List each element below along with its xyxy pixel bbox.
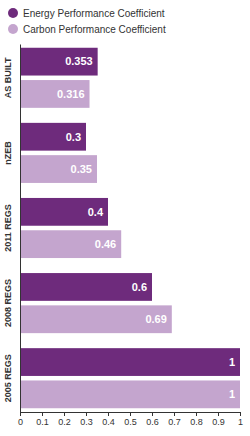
x-axis-line [21,413,241,417]
data-label: 0.353 [65,55,93,67]
tick-mark [174,412,175,416]
tick: 0.5 [124,412,137,427]
tick-mark [196,412,197,416]
bar [20,230,121,258]
tick-mark [20,412,21,416]
bar [20,305,172,333]
bar [20,80,90,108]
legend-item: Energy Performance Coefficient [8,8,165,19]
data-label: 1 [229,356,235,368]
tick-label: 0.3 [80,417,93,427]
data-labels: 0.353 0.3 0.4 0.6 1 0.316 0.35 0.46 0.69 1 [57,55,235,400]
y-axis-line [20,45,21,413]
tick-label: 0.8 [190,417,203,427]
legend-swatch [8,8,18,18]
tick-mark [240,412,241,416]
bar [20,198,108,226]
category-label: AS BUILT [3,57,13,98]
tick: 0.7 [168,412,181,427]
tick-mark [108,412,109,416]
x-axis: 0 0.1 0.2 0.3 0.4 0.5 0.6 0.7 0.8 0.9 1 [18,412,243,427]
tick: 0.9 [212,412,225,427]
tick: 0.2 [58,412,71,427]
bar [20,123,86,151]
legend-label: Carbon Performance Coefficient [23,24,166,35]
tick-label: 0.1 [36,417,49,427]
tick: AS BUILT [3,57,20,98]
tick: 2011 REGS [3,204,20,252]
tick-label: 0.9 [212,417,225,427]
tick-label: 0.4 [102,417,115,427]
category-label: nZEB [3,141,13,165]
y-axis: AS BUILT nZEB 2011 REGS 2008 REGS 2005 REGS [3,45,21,413]
bar [20,48,98,76]
tick-mark [218,412,219,416]
tick: 2005 REGS [3,354,20,402]
tick-label: 0.6 [146,417,159,427]
data-label: 0.35 [71,163,92,175]
tick-label: 0.7 [168,417,181,427]
bar [20,273,152,301]
legend-item: Carbon Performance Coefficient [8,24,166,35]
tick-mark [130,412,131,416]
tick: nZEB [3,141,20,165]
tick-mark [86,412,87,416]
tick-label: 0.2 [58,417,71,427]
tick-mark [152,412,153,416]
legend-label: Energy Performance Coefficient [23,8,165,19]
tick: 0.8 [190,412,203,427]
data-label: 0.3 [66,131,81,143]
legend: Energy Performance Coefficient Carbon Per… [8,8,166,35]
tick: 0.4 [102,412,115,427]
category-label: 2011 REGS [3,204,13,252]
data-label: 0.69 [145,313,166,325]
legend-swatch [8,24,18,34]
tick: 2008 REGS [3,279,20,327]
plot: 0.353 0.3 0.4 0.6 1 0.316 0.35 0.46 0.69 1 0 0.1 0.2… [3,45,243,428]
data-label: 0.4 [88,206,104,218]
tick: 0 [18,412,23,427]
tick: 0.6 [146,412,159,427]
category-label: 2005 REGS [3,354,13,402]
bar [20,380,240,408]
tick: 1 [238,412,243,427]
tick-label: 0 [18,417,23,427]
tick-mark [42,412,43,416]
bar [20,155,97,183]
data-label: 0.316 [57,88,85,100]
tick-label: 0.5 [124,417,137,427]
bars [20,48,240,408]
data-label: 0.6 [132,281,147,293]
tick: 0.1 [36,412,49,427]
chart: 0.353 0.3 0.4 0.6 1 0.316 0.35 0.46 0.69 1 0 0.1 0.2… [0,0,250,436]
tick-label: 1 [238,417,243,427]
bar [20,348,240,376]
tick: 0.3 [80,412,93,427]
category-label: 2008 REGS [3,279,13,327]
data-label: 1 [229,388,235,400]
data-label: 0.46 [95,238,116,250]
tick-mark [64,412,65,416]
